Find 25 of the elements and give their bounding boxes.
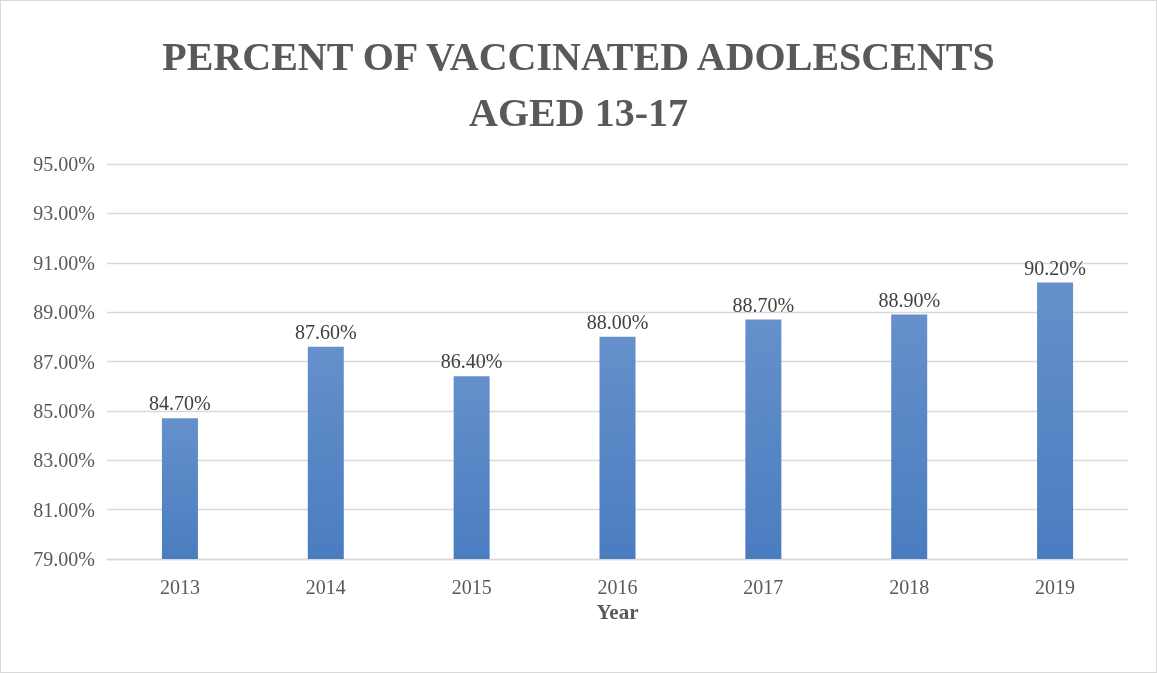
y-tick-label: 91.00% — [33, 251, 95, 274]
data-label: 88.90% — [878, 288, 941, 311]
y-tick-label: 85.00% — [33, 399, 95, 422]
x-tick-label: 2018 — [889, 576, 930, 598]
y-tick-label: 89.00% — [33, 301, 95, 324]
data-label: 87.60% — [294, 320, 357, 343]
y-tick-label: 79.00% — [33, 548, 95, 570]
x-tick-label: 2013 — [159, 576, 200, 598]
y-tick-label: 87.00% — [33, 350, 95, 373]
y-tick-label: 93.00% — [33, 202, 95, 225]
x-tick-label: 2019 — [1035, 576, 1076, 598]
chart-title: PERCENT OF VACCINATED ADOLESCENTS AGED 13-17 — [162, 33, 995, 135]
data-label: 90.20% — [1024, 256, 1086, 279]
y-tick-label: 81.00% — [33, 498, 95, 521]
x-axis-title: Year — [596, 600, 639, 625]
data-label: 86.40% — [440, 350, 503, 373]
x-tick-label: 2015 — [451, 576, 492, 598]
y-tick-label: 95.00% — [33, 153, 95, 175]
y-tick-label: 83.00% — [33, 449, 95, 472]
x-tick-label: 2014 — [305, 576, 346, 598]
data-label: 84.70% — [149, 392, 211, 415]
data-label: 88.00% — [586, 310, 649, 333]
x-tick-label: 2016 — [597, 576, 638, 598]
x-tick-label: 2017 — [743, 576, 784, 598]
data-label: 88.70% — [732, 293, 795, 316]
